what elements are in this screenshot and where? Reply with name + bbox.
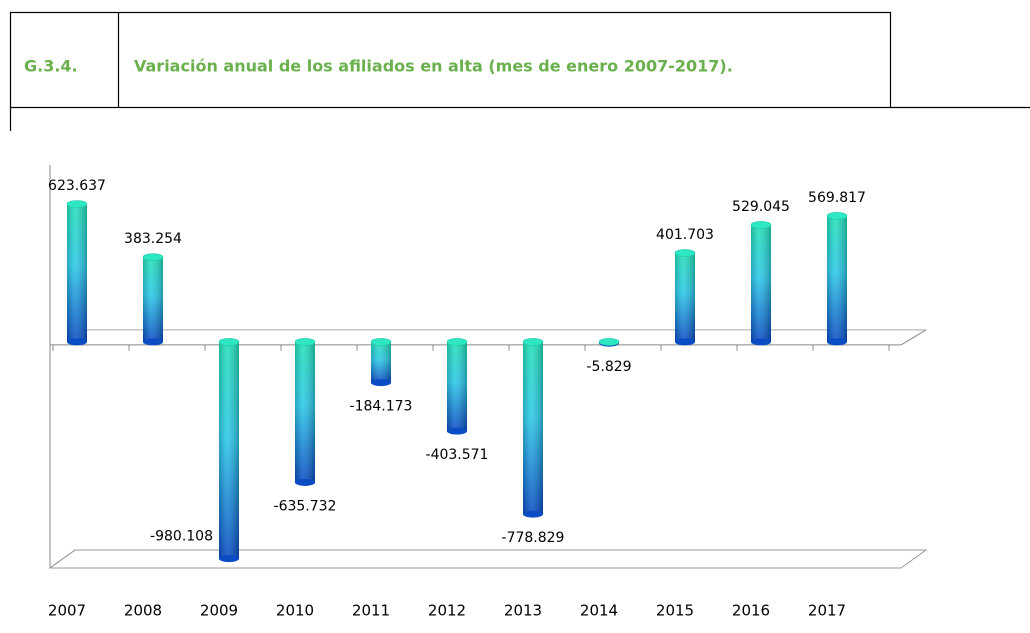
bar-cap [371,379,391,387]
bar-cap [142,253,164,261]
bar-cap [219,555,239,563]
bar-group [522,338,544,518]
bar-shade [143,257,163,342]
floor [48,549,928,569]
chart-title: Variación anual de los afiliados en alta… [134,57,733,76]
bar-cap [446,338,468,346]
x-tick-label: 2011 [352,602,390,620]
bar-cap [674,249,696,257]
bar-cap [143,338,163,346]
value-label: 401.703 [656,227,714,243]
value-label: -778.829 [502,530,565,546]
value-label: -980.108 [150,529,213,545]
bar-cap [675,338,695,346]
x-tick-label: 2012 [428,602,466,620]
bar-shade [67,203,87,342]
bar-group [598,338,620,347]
value-label: -184.173 [350,399,413,415]
value-label: -635.732 [274,498,337,514]
bar-shade [751,224,771,342]
x-tick-label: 2007 [48,602,86,620]
bar-cap [447,427,467,435]
bar-cap [218,338,240,346]
bar-cap [826,212,848,220]
value-label: -5.829 [586,359,631,375]
value-label: 569.817 [808,190,866,206]
bar-cap [827,338,847,346]
value-label: -403.571 [426,447,489,463]
figure-number: G.3.4. [24,57,78,76]
bar-shade [523,341,543,515]
bar-group [142,253,164,346]
value-label: 383.254 [124,231,182,247]
bar-shade [295,341,315,483]
bar-group [370,338,392,387]
value-label: 623.637 [48,178,106,194]
bar-group [218,338,240,563]
bar-cap [370,338,392,346]
bar-shade [447,341,467,432]
axis-edge [900,329,927,346]
bar-cap [294,338,316,346]
bar-cap [66,200,88,208]
bar-group [446,338,468,435]
bar-cap [598,338,620,346]
x-tick-label: 2017 [808,602,846,620]
bar-group [750,221,772,346]
bar-shade [219,341,239,559]
bar-cap [67,338,87,346]
header: G.3.4. Variación anual de los afiliados … [9,11,1030,131]
x-tick-label: 2016 [732,602,770,620]
bar-cap [751,338,771,346]
bar-cap [295,478,315,486]
x-tick-label: 2008 [124,602,162,620]
bar-group [674,249,696,346]
bar-shade [371,341,391,383]
value-label: 529.045 [732,199,790,215]
bar-cap [522,338,544,346]
bar-shade [827,215,847,342]
bar-cap [523,510,543,518]
x-tick-label: 2013 [504,602,542,620]
x-tick-label: 2014 [580,602,618,620]
bar-group [66,200,88,346]
x-tick-label: 2015 [656,602,694,620]
bar-shade [675,253,695,342]
header-box [9,11,892,109]
x-tick-label: 2010 [276,602,314,620]
bar-group [294,338,316,486]
bar-cap [750,221,772,229]
bar-group [826,212,848,346]
x-tick-label: 2009 [200,602,238,620]
